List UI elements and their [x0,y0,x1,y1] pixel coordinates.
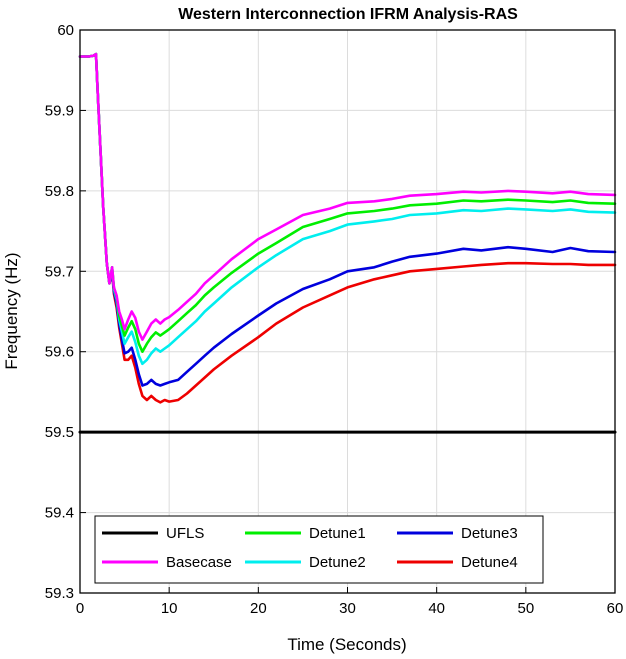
legend-label-ufls: UFLS [166,525,204,542]
y-tick-label: 59.5 [45,424,74,441]
x-tick-label: 30 [339,600,356,617]
legend-label-detune4: Detune4 [461,554,518,571]
grid-lines [79,29,616,594]
x-axis-label: Time (Seconds) [287,635,406,654]
legend: UFLS Detune1 Detune3 Basecase Detune2 Detune4 [94,515,544,584]
y-tick-label: 59.9 [45,102,74,119]
x-tick-label: 10 [161,600,178,617]
y-tick-label: 59.6 [45,344,74,361]
legend-label-basecase: Basecase [166,554,232,571]
series-line-basecase [78,52,617,341]
y-tick-label: 59.3 [45,585,74,602]
legend-label-detune2: Detune2 [309,554,366,571]
x-tick-label: 60 [607,600,624,617]
y-tick-label: 59.4 [45,505,74,522]
legend-box [94,515,544,584]
axis-ticks: 0 10 20 30 40 50 60 59.3 59.4 59.5 59.6 59.7 59.8 59.… [45,22,624,617]
x-tick-label: 0 [76,600,84,617]
chart-title: Western Interconnection IFRM Analysis-RA… [178,6,518,23]
x-tick-label: 20 [250,600,267,617]
legend-label-detune3: Detune3 [461,525,518,542]
y-tick-label: 59.7 [45,263,74,280]
series-layer [78,52,617,434]
x-tick-label: 40 [428,600,445,617]
y-tick-label: 60 [57,22,74,39]
y-axis-label: Frequency (Hz) [2,252,21,369]
x-tick-label: 50 [517,600,534,617]
y-tick-label: 59.8 [45,183,74,200]
legend-label-detune1: Detune1 [309,525,366,542]
